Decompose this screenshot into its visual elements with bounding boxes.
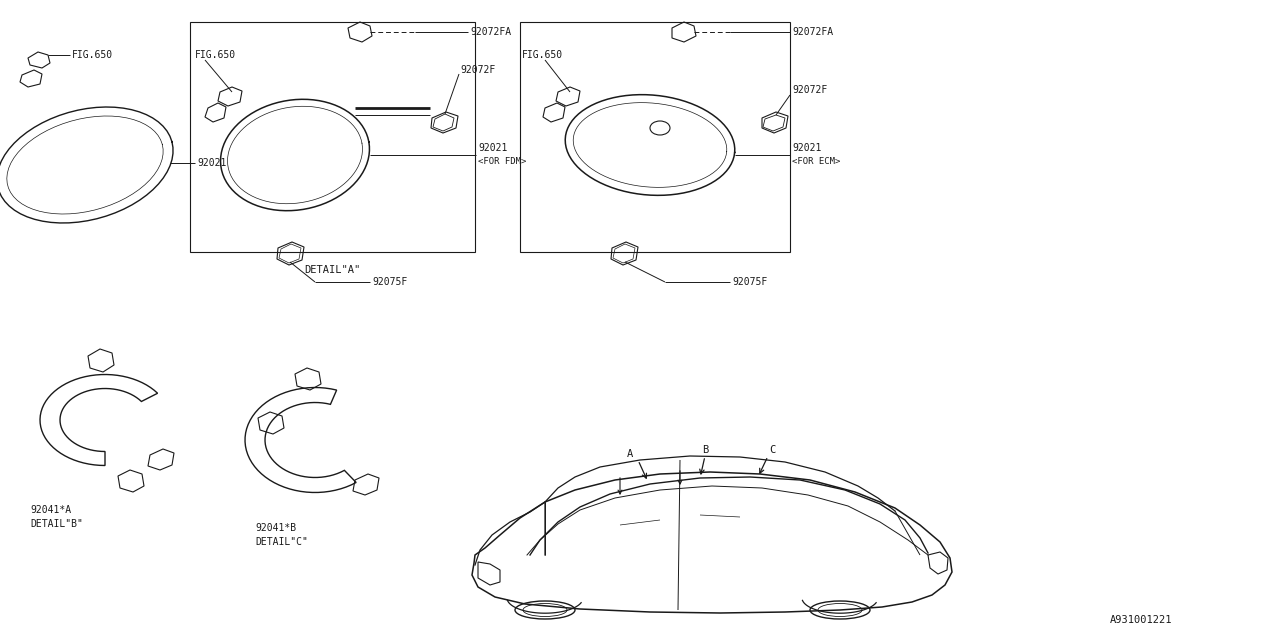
- Bar: [189, 22, 475, 252]
- Text: FIG.650: FIG.650: [72, 50, 113, 60]
- Text: <FOR FDM>: <FOR FDM>: [477, 157, 526, 166]
- Text: 92072F: 92072F: [460, 65, 495, 75]
- Text: FIG.650: FIG.650: [522, 50, 563, 60]
- Text: 92021: 92021: [477, 143, 507, 153]
- Text: <FOR ECM>: <FOR ECM>: [792, 157, 841, 166]
- Text: 92072FA: 92072FA: [792, 27, 833, 37]
- Text: 92041*B: 92041*B: [255, 523, 296, 533]
- Text: 92075F: 92075F: [372, 277, 407, 287]
- Text: 92041*A: 92041*A: [29, 505, 72, 515]
- Text: 92072F: 92072F: [792, 85, 827, 95]
- Text: A931001221: A931001221: [1110, 615, 1172, 625]
- Text: C: C: [769, 445, 776, 455]
- Text: 92075F: 92075F: [732, 277, 767, 287]
- Text: 92021: 92021: [197, 158, 227, 168]
- Text: DETAIL"B": DETAIL"B": [29, 519, 83, 529]
- Text: DETAIL"A": DETAIL"A": [303, 265, 360, 275]
- Text: A: A: [627, 449, 634, 459]
- Bar: [520, 22, 790, 252]
- Text: DETAIL"C": DETAIL"C": [255, 537, 308, 547]
- Text: B: B: [701, 445, 708, 455]
- Text: FIG.650: FIG.650: [195, 50, 236, 60]
- Text: 92021: 92021: [792, 143, 822, 153]
- Text: 92072FA: 92072FA: [470, 27, 511, 37]
